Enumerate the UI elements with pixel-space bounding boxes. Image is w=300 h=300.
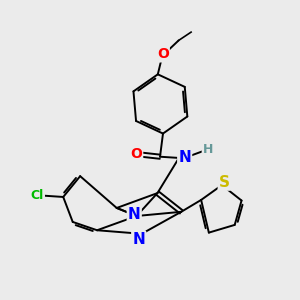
Text: N: N [128,207,141,222]
Text: N: N [178,150,191,165]
Text: O: O [157,47,169,61]
Text: H: H [203,143,213,156]
Text: Cl: Cl [31,189,44,202]
Text: N: N [132,232,145,247]
Text: S: S [219,175,230,190]
Text: O: O [130,147,142,161]
